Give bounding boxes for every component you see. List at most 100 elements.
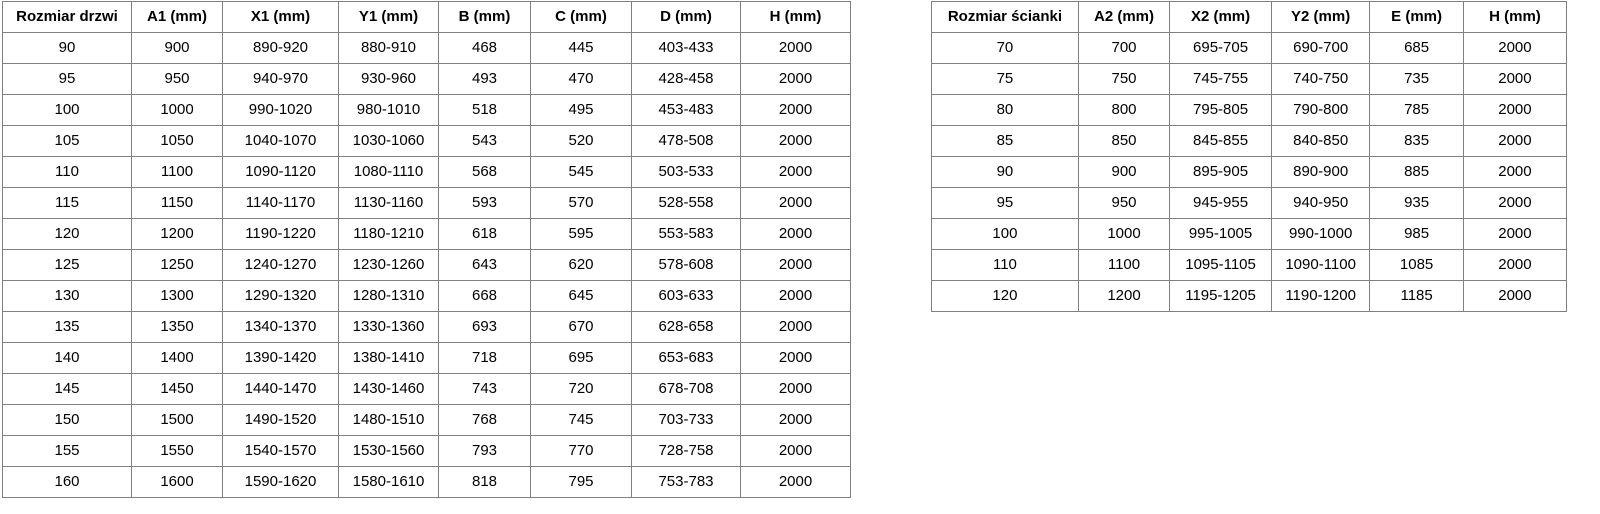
door-cell-r2-c1: 1000 <box>131 94 223 126</box>
door-cell-r13-c3: 1530-1560 <box>338 435 439 467</box>
door-cell-r13-c4: 793 <box>438 435 531 467</box>
door-cell-r10-c7: 2000 <box>740 342 851 374</box>
wall-cell-r3-c5: 2000 <box>1462 125 1568 157</box>
door-cell-r8-c6: 603-633 <box>631 280 741 312</box>
door-table-header: Rozmiar drzwi A1 (mm) X1 (mm) Y1 (mm) B (mm)… <box>2 1 851 33</box>
wall-cell-r0-c1: 700 <box>1077 32 1171 64</box>
wall-cell-r6-c4: 985 <box>1369 218 1464 250</box>
wall-cell-r1-c5: 2000 <box>1462 63 1568 95</box>
door-cell-r13-c6: 728-758 <box>631 435 741 467</box>
door-cell-r0-c3: 880-910 <box>338 32 439 64</box>
door-cell-r1-c0: 95 <box>2 63 132 95</box>
door-cell-r4-c6: 503-533 <box>631 156 741 188</box>
door-cell-r4-c2: 1090-1120 <box>222 156 339 188</box>
wall-column-header-3: Y2 (mm) <box>1270 1 1371 33</box>
door-cell-r14-c0: 160 <box>2 466 132 498</box>
door-cell-r3-c6: 478-508 <box>631 125 741 157</box>
wall-cell-r0-c4: 685 <box>1369 32 1464 64</box>
wall-table-body: 70 700 695-705 690-700 685 2000 75 750 745-755 74… <box>931 32 1568 312</box>
wall-cell-r8-c5: 2000 <box>1462 280 1568 312</box>
wall-cell-r3-c0: 85 <box>931 125 1079 157</box>
table-row: 85 850 845-855 840-850 835 2000 <box>931 125 1568 157</box>
table-row: 100 1000 990-1020 980-1010 518 495 453-483 2000 <box>2 94 851 126</box>
wall-cell-r3-c1: 850 <box>1077 125 1171 157</box>
door-cell-r10-c3: 1380-1410 <box>338 342 439 374</box>
table-row: 80 800 795-805 790-800 785 2000 <box>931 94 1568 126</box>
door-cell-r13-c2: 1540-1570 <box>222 435 339 467</box>
door-cell-r9-c7: 2000 <box>740 311 851 343</box>
door-cell-r1-c7: 2000 <box>740 63 851 95</box>
door-cell-r8-c2: 1290-1320 <box>222 280 339 312</box>
door-cell-r9-c0: 135 <box>2 311 132 343</box>
door-cell-r5-c2: 1140-1170 <box>222 187 339 219</box>
wall-cell-r7-c3: 1090-1100 <box>1270 249 1371 281</box>
door-cell-r12-c4: 768 <box>438 404 531 436</box>
door-cell-r8-c5: 645 <box>530 280 632 312</box>
door-cell-r6-c6: 553-583 <box>631 218 741 250</box>
door-cell-r14-c7: 2000 <box>740 466 851 498</box>
door-cell-r8-c4: 668 <box>438 280 531 312</box>
door-cell-r14-c5: 795 <box>530 466 632 498</box>
door-cell-r6-c0: 120 <box>2 218 132 250</box>
door-cell-r11-c7: 2000 <box>740 373 851 405</box>
table-row: 110 1100 1090-1120 1080-1110 568 545 503-533 20… <box>2 156 851 188</box>
door-cell-r7-c2: 1240-1270 <box>222 249 339 281</box>
door-cell-r7-c6: 578-608 <box>631 249 741 281</box>
wall-cell-r7-c2: 1095-1105 <box>1169 249 1272 281</box>
door-cell-r10-c1: 1400 <box>131 342 223 374</box>
door-cell-r6-c5: 595 <box>530 218 632 250</box>
door-cell-r13-c5: 770 <box>530 435 632 467</box>
wall-cell-r3-c3: 840-850 <box>1270 125 1371 157</box>
door-cell-r11-c5: 720 <box>530 373 632 405</box>
door-cell-r4-c5: 545 <box>530 156 632 188</box>
door-cell-r2-c0: 100 <box>2 94 132 126</box>
door-cell-r10-c0: 140 <box>2 342 132 374</box>
wall-cell-r6-c1: 1000 <box>1077 218 1171 250</box>
door-cell-r3-c5: 520 <box>530 125 632 157</box>
door-dimensions-table: Rozmiar drzwi A1 (mm) X1 (mm) Y1 (mm) B (mm)… <box>2 1 851 498</box>
table-row: 90 900 890-920 880-910 468 445 403-433 2000 <box>2 32 851 64</box>
door-cell-r6-c4: 618 <box>438 218 531 250</box>
door-cell-r0-c6: 403-433 <box>631 32 741 64</box>
table-row: 155 1550 1540-1570 1530-1560 793 770 728-758 20… <box>2 435 851 467</box>
door-cell-r12-c2: 1490-1520 <box>222 404 339 436</box>
table-row: 115 1150 1140-1170 1130-1160 593 570 528-558 20… <box>2 187 851 219</box>
door-cell-r6-c1: 1200 <box>131 218 223 250</box>
door-cell-r14-c6: 753-783 <box>631 466 741 498</box>
door-cell-r5-c0: 115 <box>2 187 132 219</box>
table-row: 160 1600 1590-1620 1580-1610 818 795 753-783 20… <box>2 466 851 498</box>
door-cell-r5-c5: 570 <box>530 187 632 219</box>
door-cell-r0-c5: 445 <box>530 32 632 64</box>
door-cell-r11-c3: 1430-1460 <box>338 373 439 405</box>
door-cell-r14-c4: 818 <box>438 466 531 498</box>
door-cell-r11-c4: 743 <box>438 373 531 405</box>
door-cell-r3-c0: 105 <box>2 125 132 157</box>
door-column-header-7: H (mm) <box>740 1 851 33</box>
wall-cell-r1-c0: 75 <box>931 63 1079 95</box>
door-cell-r12-c7: 2000 <box>740 404 851 436</box>
wall-cell-r8-c4: 1185 <box>1369 280 1464 312</box>
door-cell-r0-c2: 890-920 <box>222 32 339 64</box>
door-cell-r10-c6: 653-683 <box>631 342 741 374</box>
wall-cell-r4-c5: 2000 <box>1462 156 1568 188</box>
door-cell-r1-c1: 950 <box>131 63 223 95</box>
door-column-header-1: A1 (mm) <box>131 1 223 33</box>
door-cell-r9-c5: 670 <box>530 311 632 343</box>
wall-column-header-2: X2 (mm) <box>1169 1 1272 33</box>
wall-cell-r5-c1: 950 <box>1077 187 1171 219</box>
table-row: 120 1200 1190-1220 1180-1210 618 595 553-583 20… <box>2 218 851 250</box>
wall-cell-r5-c2: 945-955 <box>1169 187 1272 219</box>
door-cell-r11-c6: 678-708 <box>631 373 741 405</box>
wall-cell-r3-c2: 845-855 <box>1169 125 1272 157</box>
wall-cell-r2-c3: 790-800 <box>1270 94 1371 126</box>
wall-cell-r8-c1: 1200 <box>1077 280 1171 312</box>
table-row: 100 1000 995-1005 990-1000 985 2000 <box>931 218 1568 250</box>
door-cell-r14-c1: 1600 <box>131 466 223 498</box>
door-cell-r10-c2: 1390-1420 <box>222 342 339 374</box>
door-cell-r5-c4: 593 <box>438 187 531 219</box>
table-row: 75 750 745-755 740-750 735 2000 <box>931 63 1568 95</box>
wall-cell-r4-c4: 885 <box>1369 156 1464 188</box>
door-cell-r7-c1: 1250 <box>131 249 223 281</box>
wall-cell-r5-c4: 935 <box>1369 187 1464 219</box>
